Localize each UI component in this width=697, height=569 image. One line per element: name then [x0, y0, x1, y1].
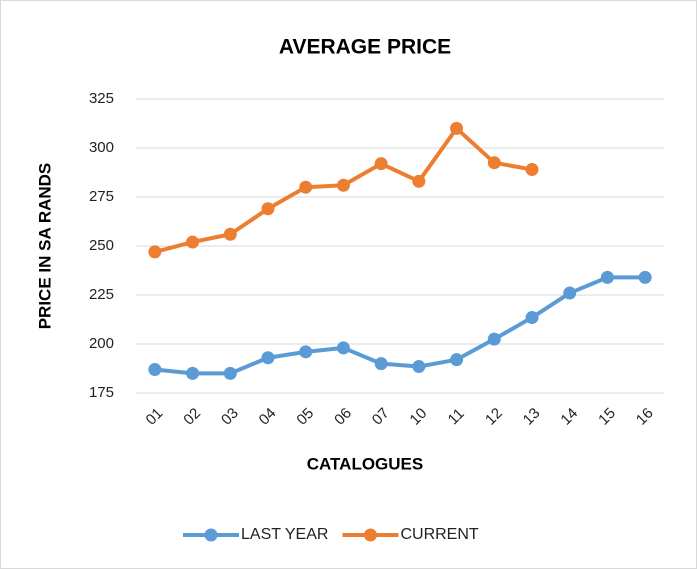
series-line — [154, 275, 646, 376]
data-point — [186, 366, 200, 380]
data-point — [525, 163, 539, 177]
x-axis-title: CATALOGUES — [307, 454, 423, 473]
legend-label: CURRENT — [400, 526, 478, 543]
data-point — [186, 235, 200, 249]
data-point — [374, 157, 388, 171]
legend-label: LAST YEAR — [241, 526, 328, 543]
data-point — [223, 227, 237, 241]
data-point — [487, 156, 501, 170]
data-point — [148, 362, 162, 376]
data-point — [525, 311, 539, 325]
y-tick-label: 175 — [89, 384, 114, 401]
data-point — [374, 357, 388, 371]
data-point — [638, 270, 652, 284]
y-tick-label: 200 — [89, 335, 114, 352]
y-tick-label: 225 — [89, 286, 114, 303]
data-point — [600, 270, 614, 284]
data-point — [148, 245, 162, 259]
legend-marker — [204, 528, 218, 542]
y-axis-title: PRICE IN SA RANDS — [35, 163, 54, 330]
y-tick-label: 275 — [89, 188, 114, 205]
data-point — [299, 180, 313, 194]
data-point — [412, 360, 426, 374]
data-point — [487, 332, 501, 346]
data-point — [336, 178, 350, 192]
data-point — [261, 202, 275, 216]
y-tick-label: 325 — [89, 90, 114, 107]
data-point — [412, 174, 426, 188]
data-point — [299, 345, 313, 359]
data-point — [563, 286, 577, 300]
data-point — [450, 121, 464, 135]
data-point — [336, 341, 350, 355]
data-point — [450, 353, 464, 367]
y-tick-label: 300 — [89, 139, 114, 156]
data-point — [223, 366, 237, 380]
y-tick-label: 250 — [89, 237, 114, 254]
legend-marker — [363, 528, 377, 542]
chart-title: AVERAGE PRICE — [279, 36, 451, 59]
data-point — [261, 351, 275, 365]
